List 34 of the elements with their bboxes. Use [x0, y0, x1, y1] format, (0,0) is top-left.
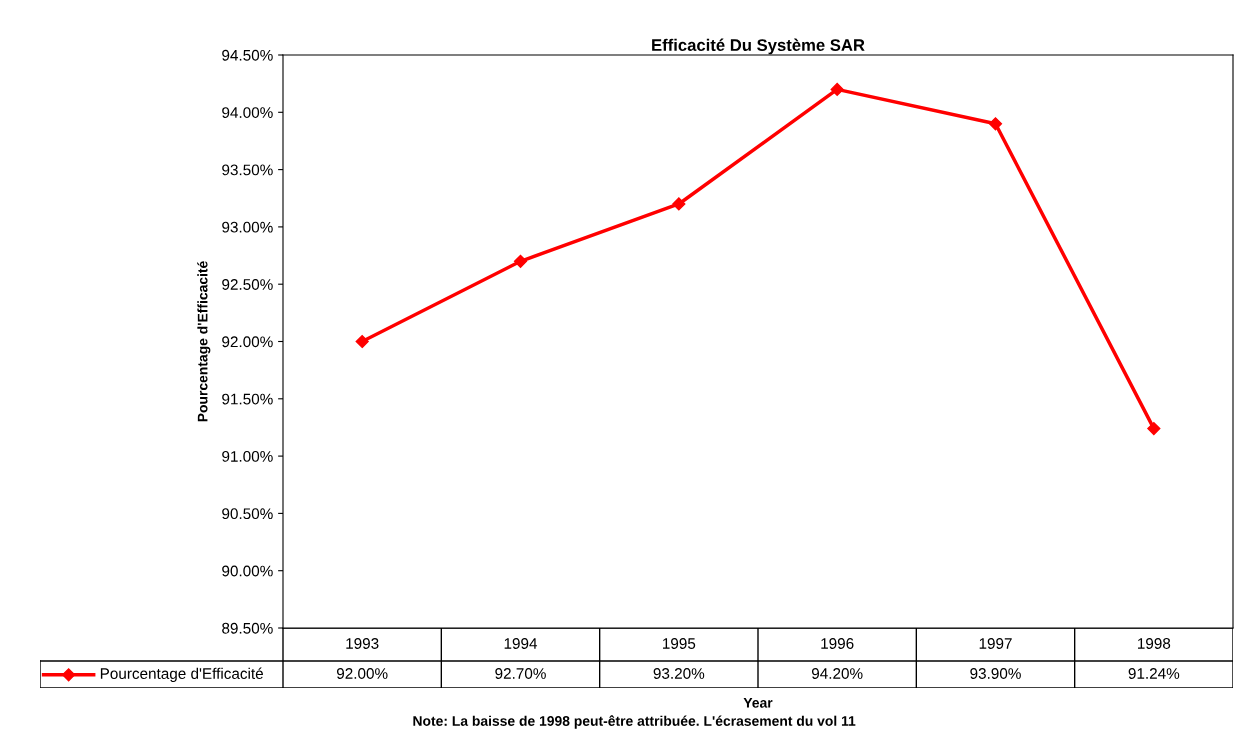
- data-label: 93.90%: [970, 668, 1021, 679]
- y-tick-label: 93.00%: [222, 221, 273, 233]
- legend-label: Pourcentage d'Efficacité: [100, 667, 263, 683]
- x-tick-label: 1994: [504, 638, 538, 649]
- y-tick-label: 91.00%: [222, 450, 273, 462]
- y-tick-label: 90.00%: [222, 565, 273, 577]
- point: [355, 334, 369, 349]
- point: [513, 254, 528, 268]
- point: [988, 117, 1003, 131]
- data-label: 93.20%: [653, 668, 705, 679]
- y-tick-label: 89.50%: [222, 622, 273, 634]
- y-tick-label: 94.50%: [222, 49, 273, 61]
- y-axis-title: Pourcentage d'Efficacité: [197, 261, 211, 422]
- point: [1147, 422, 1161, 436]
- chart-title: Efficacité Du Système SAR: [652, 38, 865, 55]
- y-tick-label: 94.00%: [222, 107, 273, 118]
- y-tick-label: 90.50%: [222, 508, 273, 520]
- point: [672, 197, 686, 211]
- x-tick-label: 1996: [821, 638, 854, 649]
- y-tick-label: 92.50%: [222, 279, 273, 290]
- y-tick-label: 92.00%: [222, 336, 273, 348]
- x-tick-label: 1997: [979, 638, 1012, 649]
- y-tick-label: 93.50%: [222, 164, 273, 176]
- y-tick-label: 91.50%: [222, 393, 273, 405]
- point: [830, 82, 844, 96]
- data-label: 91.24%: [1128, 668, 1180, 679]
- x-tick-label: 1993: [346, 638, 379, 649]
- data-label: 92.00%: [336, 668, 388, 679]
- x-tick-label: 1995: [663, 638, 696, 649]
- data-label: 94.20%: [811, 668, 863, 679]
- x-axis-title: Year: [743, 698, 773, 708]
- x-tick-label: 1998: [1138, 638, 1171, 649]
- text: Note: La baisse de 1998 peut-être attribuée. L'écrasement du vol 11: [413, 715, 856, 729]
- data-label: 92.70%: [495, 668, 546, 679]
